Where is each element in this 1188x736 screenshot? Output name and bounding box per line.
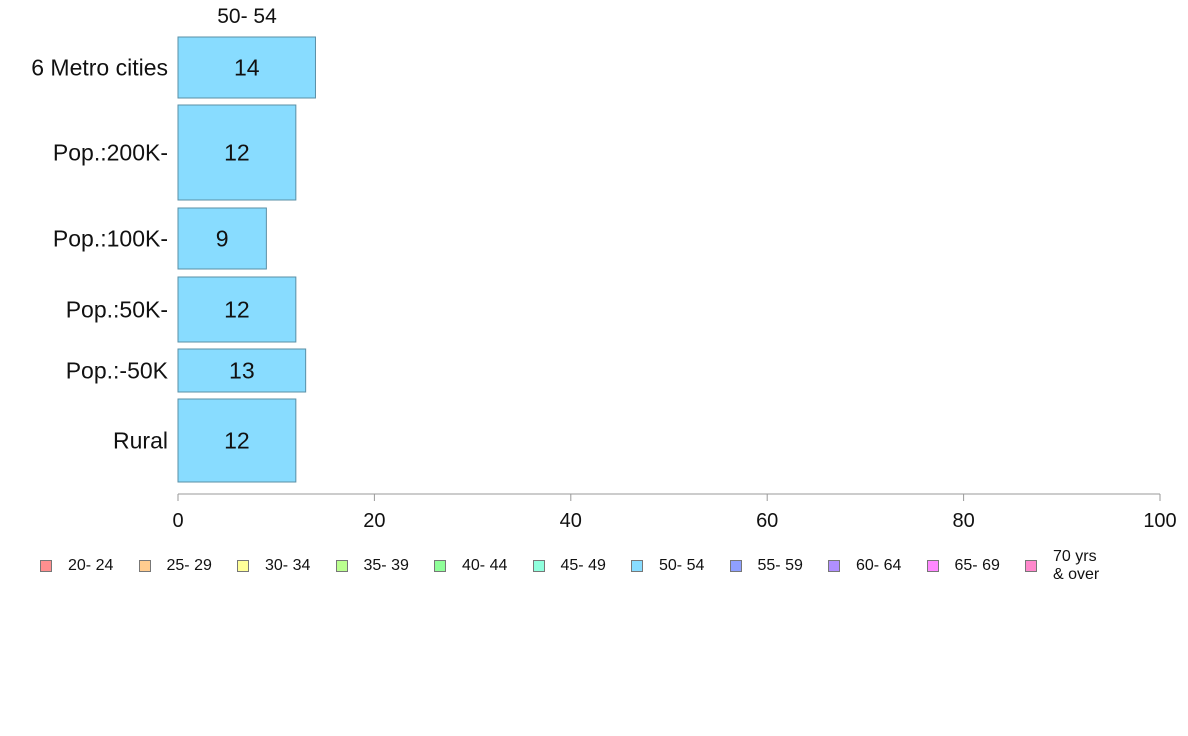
- x-axis: 0 20 40 60 80 100: [172, 493, 1177, 532]
- series-header: 50- 54: [217, 5, 277, 28]
- legend-label: 45- 49: [560, 557, 606, 574]
- x-tick-label: 20: [363, 510, 385, 532]
- legend-item: 40- 44: [434, 557, 533, 575]
- bars-layer: 6 Metro cities 14 Pop.:200K- 12 Pop.:100K- 9 P…: [31, 36, 316, 483]
- legend-swatch: [138, 560, 151, 572]
- x-tick-label: 40: [560, 510, 582, 532]
- legend-swatch: [532, 560, 545, 572]
- data-label: 12: [224, 297, 250, 323]
- bar: [177, 207, 267, 270]
- data-label: 12: [224, 428, 250, 454]
- bar: [177, 398, 297, 483]
- legend-swatch: [335, 560, 348, 572]
- legend: 20- 24 25- 29 30- 34 35- 39 40- 44 45- 49 50- …: [40, 548, 1124, 584]
- bar: [177, 276, 297, 343]
- legend-item: 50- 54: [631, 557, 730, 575]
- x-tick-label: 0: [172, 510, 183, 532]
- bar: [177, 104, 297, 201]
- x-tick-label: 100: [1143, 510, 1176, 532]
- legend-label: 60- 64: [856, 557, 902, 574]
- legend-swatch: [729, 560, 742, 572]
- x-tick-label: 80: [952, 510, 974, 532]
- legend-label: 70 yrs & over: [1053, 548, 1100, 583]
- legend-item: 55- 59: [729, 557, 829, 575]
- category-label: Pop.:100K-: [53, 226, 168, 252]
- legend-item: 20- 24: [40, 557, 139, 575]
- category-label: Pop.:50K-: [66, 297, 168, 323]
- category-label: Rural: [113, 428, 168, 454]
- legend-label: 65- 69: [954, 557, 1000, 574]
- legend-swatch: [434, 560, 446, 572]
- data-label: 14: [234, 55, 260, 81]
- category-label: Pop.:200K-: [53, 140, 168, 166]
- legend-label: 40- 44: [462, 557, 508, 574]
- data-label: 12: [224, 140, 250, 166]
- x-tick-label: 60: [756, 510, 778, 532]
- bar: [177, 348, 307, 393]
- legend-swatch: [828, 560, 840, 572]
- legend-item: 60- 64: [828, 557, 927, 575]
- legend-item: 65- 69: [926, 557, 1026, 575]
- legend-label: 50- 54: [659, 557, 705, 574]
- legend-swatch: [1025, 560, 1037, 572]
- category-label: Pop.:-50K: [66, 358, 169, 384]
- legend-item: 45- 49: [532, 557, 632, 575]
- bar: [177, 36, 316, 99]
- legend-item: 25- 29: [138, 557, 238, 575]
- legend-label: 25- 29: [166, 557, 212, 574]
- legend-swatch: [237, 560, 249, 572]
- legend-label: 55- 59: [757, 557, 803, 574]
- legend-swatch: [631, 560, 643, 572]
- data-label: 9: [216, 226, 229, 252]
- legend-item: 70 yrs & over: [1025, 548, 1124, 584]
- category-label: 6 Metro cities: [31, 55, 168, 81]
- legend-item: 35- 39: [335, 557, 435, 575]
- legend-label: 20- 24: [68, 557, 114, 574]
- legend-item: 30- 34: [237, 557, 336, 575]
- legend-swatch: [926, 560, 939, 572]
- data-label: 13: [229, 358, 255, 384]
- legend-swatch: [40, 560, 52, 572]
- legend-label: 30- 34: [265, 557, 311, 574]
- legend-label: 35- 39: [363, 557, 409, 574]
